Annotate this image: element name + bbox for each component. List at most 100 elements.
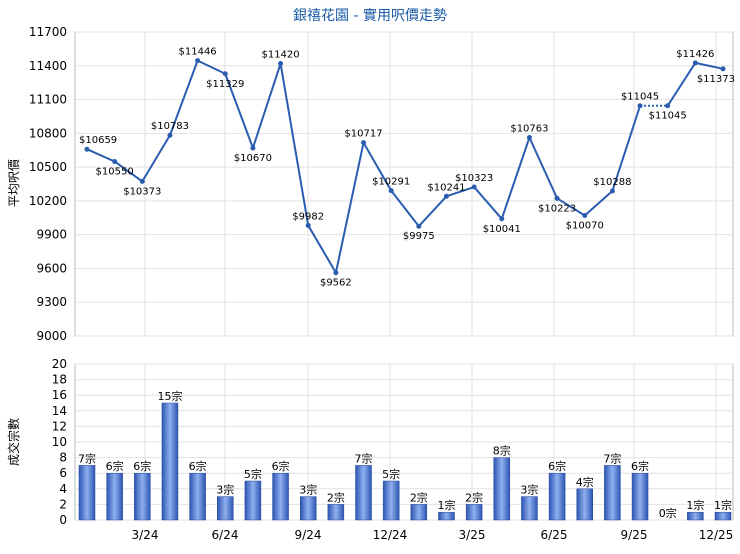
- volume-y-tick-label: 16: [52, 388, 67, 402]
- price-data-label: $11329: [206, 79, 244, 90]
- price-data-label: $10288: [593, 177, 631, 188]
- volume-bar: [576, 488, 593, 521]
- volume-bar: [521, 496, 538, 521]
- volume-bar: [465, 504, 483, 521]
- price-data-label: $10783: [151, 121, 189, 132]
- x-tick-label: 6/24: [212, 528, 239, 542]
- price-line-segment: [584, 190, 614, 217]
- volume-data-label: 5宗: [382, 467, 400, 481]
- volume-y-tick-label: 6: [59, 466, 67, 480]
- volume-data-label: 15宗: [157, 389, 182, 403]
- price-data-label: $10670: [234, 153, 272, 164]
- price-point: [416, 223, 422, 229]
- volume-y-tick-label: 18: [52, 373, 67, 387]
- volume-y-tick-label: 10: [52, 435, 67, 449]
- volume-data-label: 6宗: [106, 459, 124, 473]
- volume-bar: [382, 480, 400, 521]
- price-data-label: $10659: [79, 135, 117, 146]
- price-line-segment: [695, 61, 724, 70]
- volume-data-label: 7宗: [78, 451, 96, 465]
- price-line-segment: [86, 148, 116, 163]
- price-point: [361, 140, 367, 146]
- price-point: [499, 216, 505, 222]
- price-point: [139, 178, 145, 184]
- price-y-tick-label: 11700: [29, 25, 67, 39]
- price-line-segment: [251, 63, 282, 149]
- price-line-segment: [390, 190, 420, 227]
- volume-data-label: 6宗: [631, 459, 649, 473]
- price-y-tick-label: 10500: [29, 160, 67, 174]
- volume-bar: [161, 402, 179, 521]
- price-plot-area: [74, 31, 734, 337]
- volume-bar: [714, 511, 732, 521]
- price-data-label: $10323: [455, 173, 493, 184]
- price-point: [554, 195, 560, 201]
- price-point: [609, 188, 615, 194]
- volume-bar: [355, 465, 372, 521]
- price-point: [84, 146, 90, 152]
- chart-title: 銀禧花園 - 實用呎價走勢: [293, 7, 447, 24]
- price-y-tick-label: 10800: [29, 126, 67, 140]
- price-line-segment: [279, 63, 310, 226]
- price-y-tick-label: 11400: [29, 59, 67, 73]
- volume-y-tick-label: 0: [59, 513, 67, 527]
- price-data-label: $11426: [676, 49, 714, 60]
- price-data-label: $9562: [320, 278, 352, 289]
- price-data-label: $10070: [566, 221, 604, 232]
- volume-y-tick-label: 4: [59, 482, 67, 496]
- price-data-label: $9982: [292, 211, 324, 222]
- volume-data-label: 0宗: [659, 506, 677, 520]
- x-tick-label: 9/24: [295, 528, 322, 542]
- price-line-segment: [114, 160, 143, 183]
- price-line-segment: [500, 137, 531, 220]
- price-data-label: $9975: [403, 231, 435, 242]
- price-point: [250, 145, 256, 151]
- volume-data-label: 4宗: [576, 475, 594, 489]
- price-y-tick-label: 9900: [36, 228, 67, 242]
- volume-data-label: 1宗: [714, 498, 732, 512]
- volume-bar: [687, 511, 704, 521]
- x-tick-label: 3/25: [459, 528, 486, 542]
- volume-bar: [217, 496, 234, 521]
- volume-data-label: 3宗: [216, 483, 234, 497]
- price-line-segment: [418, 195, 448, 227]
- volume-bar: [189, 472, 206, 521]
- price-data-label: $10763: [510, 123, 548, 134]
- price-line-segment: [362, 142, 393, 192]
- volume-data-label: 7宗: [603, 451, 621, 465]
- volume-y-tick-label: 2: [59, 497, 67, 511]
- price-data-label: $11420: [261, 50, 299, 61]
- price-chart: 9000 9300 9600 9900 10200 10500 10800 11100 1140…: [29, 25, 735, 343]
- price-point: [388, 188, 394, 194]
- volume-bar: [548, 472, 566, 521]
- volume-data-label: 3宗: [299, 483, 317, 497]
- price-line-segment: [528, 137, 558, 199]
- volume-data-label: 3宗: [520, 483, 538, 497]
- price-point: [720, 66, 726, 72]
- price-line-segment: [141, 134, 171, 182]
- price-y-tick-label: 9600: [36, 261, 67, 275]
- volume-bar: [106, 472, 123, 521]
- volume-bar: [327, 504, 345, 521]
- price-data-label: $10223: [538, 203, 576, 214]
- price-data-label: $10373: [123, 186, 161, 197]
- price-point: [526, 134, 532, 140]
- volume-bar: [299, 496, 317, 521]
- price-point: [167, 132, 173, 138]
- volume-data-label: 6宗: [272, 459, 290, 473]
- volume-data-label: 2宗: [327, 490, 345, 504]
- price-data-label: $10291: [372, 177, 410, 188]
- x-tick-label: 12/25: [699, 528, 734, 542]
- price-point: [582, 213, 588, 219]
- price-point: [471, 184, 477, 190]
- price-y-tick-label: 9300: [36, 295, 67, 309]
- price-data-label: $11045: [649, 111, 687, 122]
- x-tick-label: 3/24: [132, 528, 159, 542]
- x-tick-label: 6/25: [541, 528, 568, 542]
- price-data-label: $10550: [96, 166, 134, 177]
- volume-bar: [493, 457, 511, 521]
- price-point: [665, 103, 671, 109]
- price-point: [112, 158, 118, 164]
